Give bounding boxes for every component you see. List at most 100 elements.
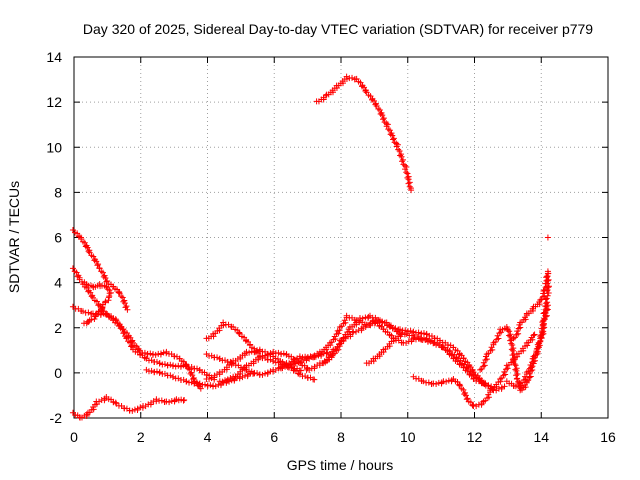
- data-point: [167, 361, 174, 368]
- data-point: [335, 346, 342, 353]
- series-arc-3: [69, 227, 131, 313]
- data-point: [188, 379, 195, 386]
- data-point: [446, 347, 453, 354]
- data-point: [510, 357, 517, 364]
- y-tick-label: 2: [54, 320, 62, 336]
- data-point: [412, 336, 419, 343]
- data-point: [403, 169, 410, 176]
- data-point: [480, 363, 487, 370]
- data-point: [284, 362, 291, 369]
- data-point: [85, 309, 92, 316]
- y-tick-label: 8: [54, 184, 62, 200]
- data-point: [425, 379, 432, 386]
- data-point: [495, 335, 502, 342]
- data-point: [372, 101, 379, 108]
- data-point: [430, 380, 437, 387]
- data-point: [503, 324, 510, 331]
- data-point: [183, 378, 190, 385]
- x-axis-label: GPS time / hours: [287, 457, 394, 473]
- data-point: [522, 376, 529, 383]
- y-tick-label: 4: [54, 275, 62, 291]
- data-point: [172, 363, 179, 370]
- grid-lines: [74, 57, 608, 418]
- data-point: [400, 161, 407, 168]
- data-point: [513, 375, 520, 382]
- data-point: [398, 158, 405, 165]
- chart-title: Day 320 of 2025, Sidereal Day-to-day VTE…: [83, 21, 593, 37]
- series-arc-18: [510, 270, 551, 342]
- data-point: [515, 330, 522, 337]
- data-point: [153, 368, 160, 375]
- data-point: [134, 405, 141, 412]
- data-point: [443, 378, 450, 385]
- data-point: [88, 293, 95, 300]
- y-tick-label: 14: [46, 49, 62, 65]
- data-point: [410, 328, 417, 335]
- x-tick-labels: 0 2 4 6 8 10 12 14 16: [70, 429, 616, 445]
- data-point: [543, 283, 550, 290]
- series-arc-19: [503, 302, 551, 390]
- data-point: [544, 270, 551, 277]
- data-point: [390, 135, 397, 142]
- data-point: [538, 334, 545, 341]
- y-tick-label: 6: [54, 230, 62, 246]
- data-point: [163, 398, 170, 405]
- data-point: [530, 332, 537, 339]
- data-point: [182, 361, 189, 368]
- data-point: [402, 327, 409, 334]
- data-point: [540, 330, 547, 337]
- data-point: [537, 296, 544, 303]
- data-point: [318, 351, 325, 358]
- data-point: [541, 316, 548, 323]
- data-point: [469, 402, 476, 409]
- data-point: [152, 351, 159, 358]
- data-point: [514, 328, 521, 335]
- data-point: [296, 353, 303, 360]
- data-point: [541, 292, 548, 299]
- data-point: [539, 321, 546, 328]
- data-point: [386, 322, 393, 329]
- data-point: [259, 353, 266, 360]
- data-point: [115, 289, 122, 296]
- data-point: [433, 381, 440, 388]
- data-point: [535, 339, 542, 346]
- data-point: [239, 374, 246, 381]
- data-point: [542, 303, 549, 310]
- data-point: [98, 306, 105, 313]
- data-point: [123, 303, 130, 310]
- data-point: [359, 315, 366, 322]
- y-tick-label: -2: [50, 410, 63, 426]
- data-point: [511, 360, 518, 367]
- data-point: [264, 369, 271, 376]
- data-point: [244, 371, 251, 378]
- data-point: [542, 310, 549, 317]
- data-point: [498, 384, 505, 391]
- data-point: [197, 385, 204, 392]
- data-point: [156, 360, 163, 367]
- data-point: [508, 346, 515, 353]
- data-point: [540, 287, 547, 294]
- data-point: [543, 312, 550, 319]
- series-outlier: [544, 234, 551, 241]
- data-point: [85, 248, 92, 255]
- data-point: [292, 360, 299, 367]
- data-points: [69, 73, 552, 421]
- y-tick-labels: -2 0 2 4 6 8 10 12 14: [46, 49, 62, 426]
- x-tick-label: 12: [467, 429, 483, 445]
- data-point: [533, 346, 540, 353]
- data-point: [178, 363, 185, 370]
- data-point: [464, 395, 471, 402]
- data-point: [349, 329, 356, 336]
- data-point: [196, 380, 203, 387]
- x-tick-label: 16: [600, 429, 616, 445]
- data-point: [362, 314, 369, 321]
- data-point: [259, 371, 266, 378]
- data-point: [91, 315, 98, 322]
- data-point: [170, 362, 177, 369]
- data-point: [119, 294, 126, 301]
- data-point: [543, 274, 550, 281]
- data-point: [201, 381, 208, 388]
- data-point: [121, 300, 128, 307]
- data-point: [231, 376, 238, 383]
- data-point: [124, 306, 131, 313]
